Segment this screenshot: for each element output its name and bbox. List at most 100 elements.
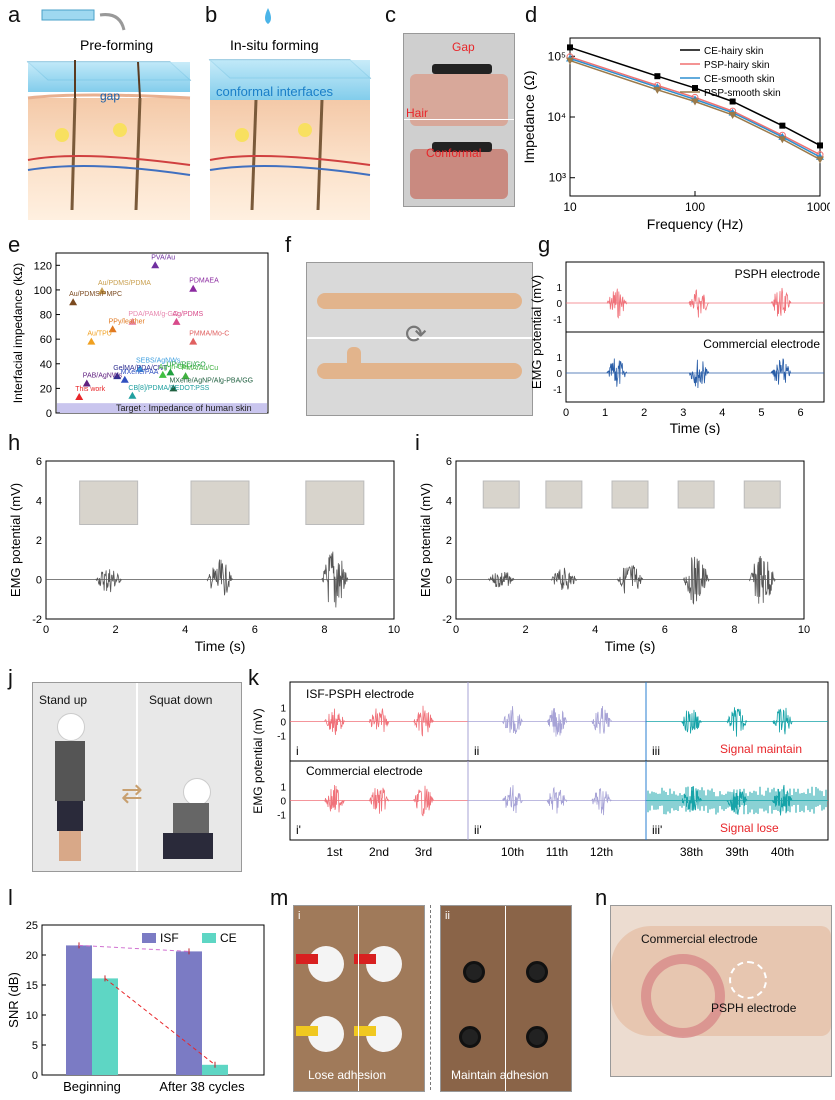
plot-frame [565,331,825,403]
segment-label: ii [474,744,479,758]
y-axis-label: Impedance (Ω) [521,71,537,164]
data-point [816,156,824,164]
y-tick-label: 80 [40,310,52,322]
cycle-tick-label: 10th [501,845,524,859]
emg-burst [591,788,612,816]
emg-burst [682,556,710,605]
legend-label: CE [220,931,237,945]
x-tick-label: 0 [563,407,569,419]
series-line-0 [569,46,821,147]
panel-label-h: h [8,430,21,455]
data-point [728,111,737,119]
data-point [108,325,117,333]
emg-burst [591,706,612,734]
point-label: SEBS/AgNWs [136,358,181,365]
emg-burst [413,785,434,817]
skin-schematics: Pre-forming gap In-situ forming conforma… [26,8,372,220]
y-tick-label: 0 [280,718,286,729]
y-axis-label: EMG potential (mV) [418,483,433,597]
emg-burst [770,358,792,385]
panel-label-b: b [205,2,218,27]
point-label: Au/TPU [87,331,112,338]
m-i-label: i [298,910,301,922]
gesture-photo [305,480,365,525]
y-tick-label: 6 [446,456,452,468]
y-tick-label: 0 [556,369,562,380]
point-label: PDMAEA [189,278,219,285]
y-tick-label: 1 [280,783,286,794]
emg-burst [550,567,578,591]
target-label: Target : Impedance of human skin [116,403,252,413]
legend-label: ISF [160,931,179,945]
y-tick-label: 10³ [549,171,566,185]
data-point [692,85,698,92]
point-label: PPy/leather [109,318,146,325]
gesture-photo [79,480,139,525]
y-tick-label: 4 [446,496,452,508]
emg-burst [748,556,776,604]
emg-burst [413,705,434,737]
data-point [69,298,78,306]
data-point [778,136,787,144]
gap-label: gap [100,89,120,103]
data-point [87,337,96,345]
data-point [128,391,137,399]
data-point [169,384,178,392]
bar-ISF [66,945,92,1075]
y-tick-label: 120 [34,260,52,272]
emg-burst [502,706,523,734]
y-tick-label: 0 [36,575,42,587]
panel-label-f: f [285,232,292,257]
conformal-interfaces-label: conformal interfaces [216,84,334,99]
gap-c-label: Gap [452,40,475,54]
data-point [189,337,198,345]
signal-maintain-label: Signal maintain [720,742,802,756]
photo-m-ii: ii Maintain adhesion [440,905,572,1092]
point-label: Ag/PDMS [172,311,203,318]
panel-label-j: j [8,665,13,690]
x-tick-label: 2 [523,624,529,636]
y-tick-label: 10 [26,1010,38,1022]
x-tick-label: 2 [113,624,119,636]
emg-burst [770,287,792,317]
x-tick-label: 0 [453,624,459,636]
cycle-tick-label: 40th [771,845,794,859]
point-label: MXene/PAA [121,369,159,376]
panel-label-a: a [8,2,21,27]
electrode-bottom [432,142,492,152]
x-tick-label: 1 [602,407,608,419]
pre-forming-title: Pre-forming [80,37,153,53]
emg-burst [502,785,523,813]
segment-label: iii [652,744,660,758]
gesture-photo [482,480,520,509]
x-tick-label: 6 [662,624,668,636]
x-tick-label: 4 [182,624,188,636]
y-axis-label: EMG potential (mV) [251,708,265,813]
x-tick-label: 8 [321,624,327,636]
point-label: PAB/AgNWs [83,372,123,379]
x-tick-label: 10 [798,624,810,636]
y-axis-label: EMG potential (mV) [530,275,544,389]
x-tick-label: After 38 cycles [159,1079,245,1094]
y-tick-label: 0 [280,797,286,808]
data-point [136,364,144,372]
photo-c: Gap Hair Conformal [403,33,515,207]
stand-up-label: Stand up [39,693,88,707]
y-tick-label: 1 [280,704,286,715]
point-label: CB[8]/PDMA/PEDOT:PSS [128,385,209,392]
y-tick-label: -2 [32,614,42,626]
y-tick-label: -2 [442,614,452,626]
data-point [567,44,573,51]
emg-burst [726,707,748,737]
data-point [654,73,661,80]
y-tick-label: 1 [556,283,562,294]
photo-n: Commercial electrode PSPH electrode [610,905,832,1077]
signal-lose-label: Signal lose [720,821,779,835]
cycle-tick-label: 38th [680,845,703,859]
skin-sample-top [410,74,508,126]
data-point [181,372,190,380]
emg-burst [95,569,122,593]
y-tick-label: 10⁵ [548,49,566,63]
psph-electrode-label: PSPH electrode [711,1001,797,1015]
